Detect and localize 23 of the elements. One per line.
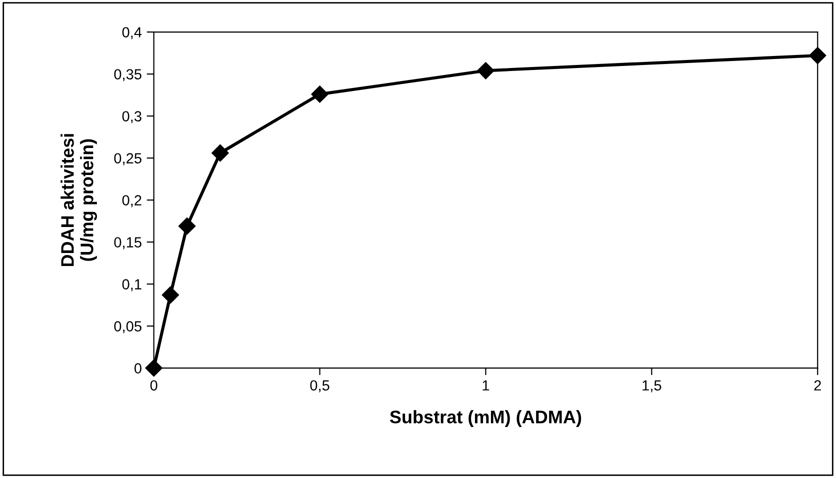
- y-tick-label: 0,2: [122, 195, 142, 208]
- y-tick-label: 0: [134, 363, 142, 374]
- point: [212, 144, 229, 162]
- x-axis-title: Substrat (mM) (ADMA): [390, 410, 582, 427]
- x-tick-label: 1,5: [642, 380, 662, 392]
- y-tick-label: 0,4: [122, 27, 142, 40]
- y-tick-label: 0,1: [122, 279, 142, 292]
- x-tick-label: 0,5: [310, 380, 330, 392]
- y-tick-label: 0,35: [114, 69, 142, 82]
- point: [162, 286, 179, 304]
- point: [477, 62, 494, 80]
- y-tick-label: 0,05: [114, 321, 142, 334]
- x-tick-label: 0: [150, 380, 158, 391]
- x-tick-label: 1: [482, 380, 490, 390]
- y-tick-label: 0,25: [114, 153, 142, 166]
- point: [145, 360, 162, 377]
- x-tick-label: 2: [814, 380, 821, 390]
- point: [178, 218, 196, 235]
- point: [809, 46, 826, 64]
- y-tick-label: 0,15: [114, 237, 142, 250]
- point: [311, 86, 328, 103]
- y-axis-title: DDAH aktivitesi (U/mg protein): [60, 134, 97, 266]
- y-tick-label: 0,3: [122, 111, 142, 124]
